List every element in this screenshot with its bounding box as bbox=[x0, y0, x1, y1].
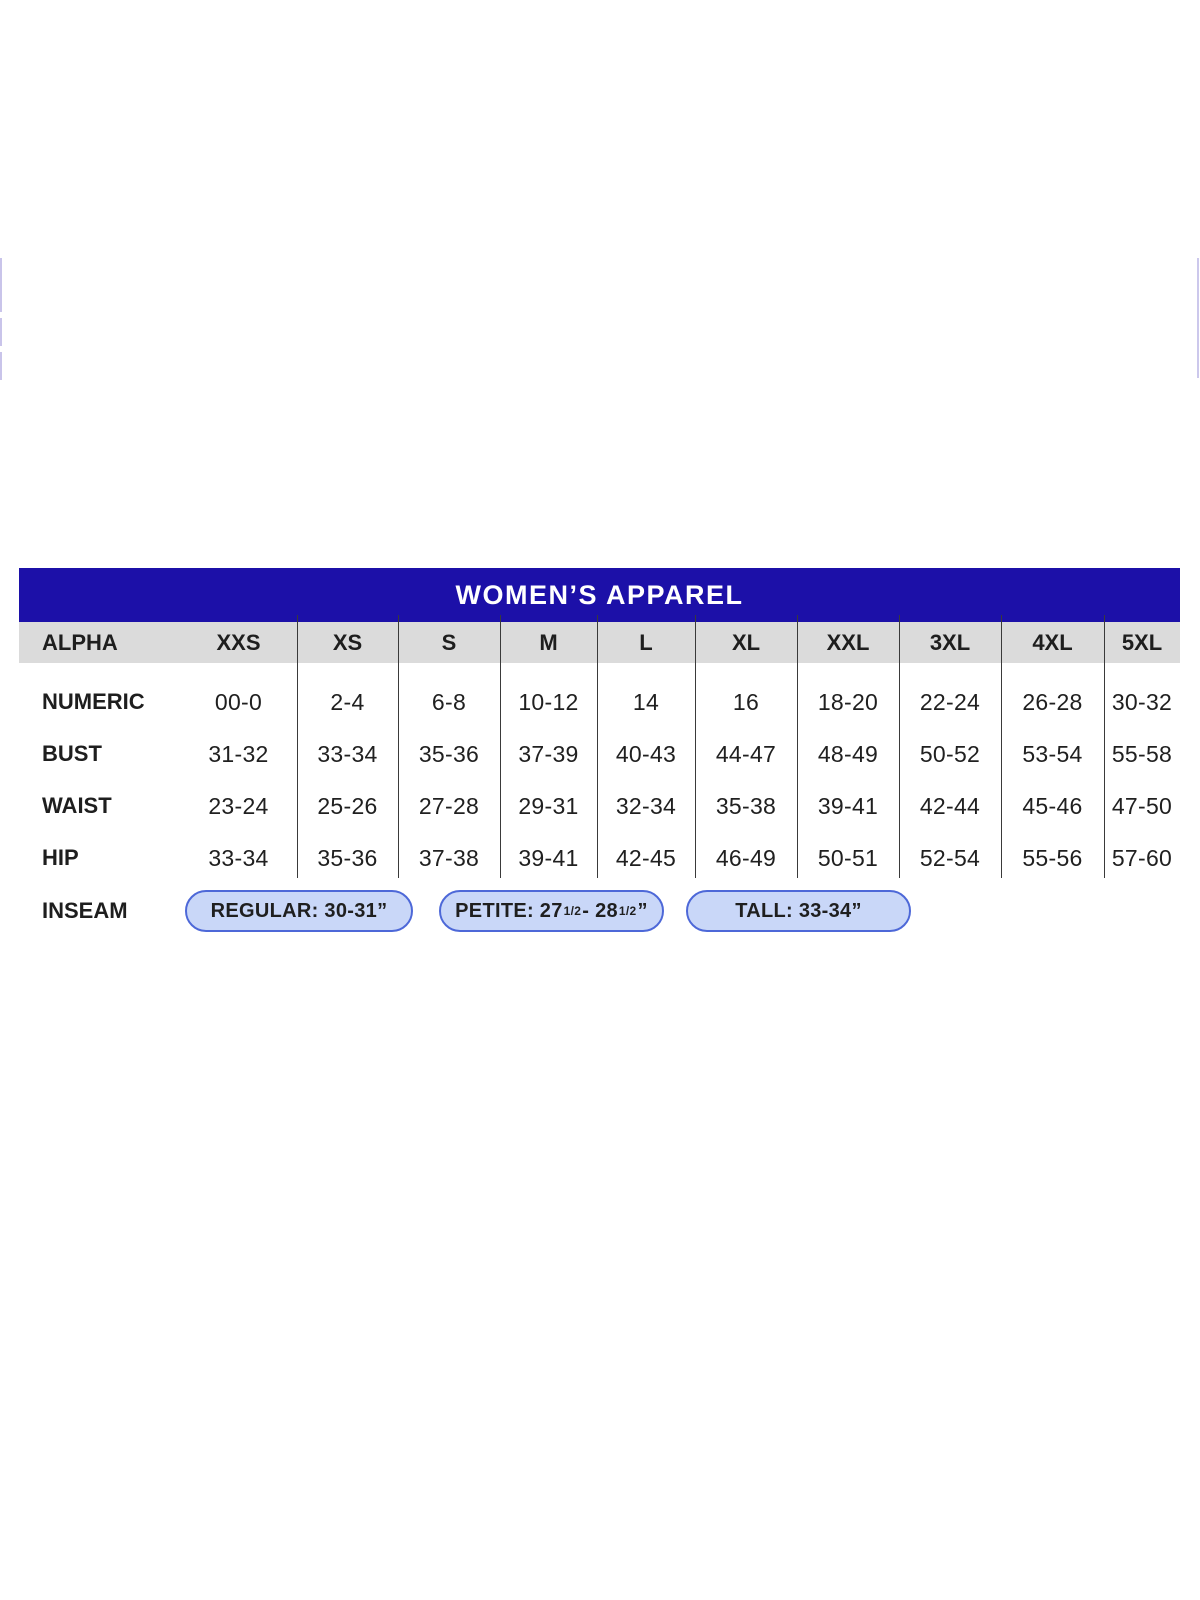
table-row-bust: BUST 31-32 33-34 35-36 37-39 40-43 44-47 48-49 5… bbox=[19, 728, 1180, 780]
cell-numeric-xxl: 18-20 bbox=[817, 688, 879, 715]
column-divider bbox=[297, 615, 298, 878]
row-label-hip: HIP bbox=[42, 845, 79, 870]
cell-waist-xs: 25-26 bbox=[317, 792, 378, 819]
inseam-pill: PETITE: 27 1/2 - 28 1/2” bbox=[439, 890, 664, 932]
cell-hip-xs: 35-36 bbox=[317, 844, 378, 871]
row-label-numeric: NUMERIC bbox=[42, 689, 145, 714]
size-header-5xl: 5XL bbox=[1121, 629, 1163, 655]
cell-numeric-4xl: 26-28 bbox=[1022, 688, 1083, 715]
cell-waist-xxl: 39-41 bbox=[817, 792, 879, 819]
cell-numeric-xl: 16 bbox=[732, 688, 760, 715]
size-header-row: ALPHA XXS XS S M L XL XXL 3XL 4XL 5XL bbox=[19, 622, 1180, 663]
header-label-alpha: ALPHA bbox=[42, 629, 118, 655]
cell-waist-xxs: 23-24 bbox=[208, 792, 269, 819]
cell-hip-3xl: 52-54 bbox=[919, 844, 981, 871]
cell-hip-l: 42-45 bbox=[615, 844, 677, 871]
table-row-waist: WAIST 23-24 25-26 27-28 29-31 32-34 35-38 39-41… bbox=[19, 780, 1180, 832]
cell-waist-xl: 35-38 bbox=[715, 792, 777, 819]
cell-hip-4xl: 55-56 bbox=[1022, 844, 1083, 871]
cell-waist-4xl: 45-46 bbox=[1022, 792, 1083, 819]
cell-hip-xl: 46-49 bbox=[715, 844, 777, 871]
cell-waist-3xl: 42-44 bbox=[919, 792, 981, 819]
size-header-xxs: XXS bbox=[216, 629, 261, 655]
table-title-bar: WOMEN’S APPAREL bbox=[19, 568, 1180, 622]
table-title: WOMEN’S APPAREL bbox=[455, 579, 744, 610]
row-label-inseam: INSEAM bbox=[42, 898, 128, 923]
inseam-row: INSEAM REGULAR: 30-31” PETITE: 27 1/2 - 2… bbox=[19, 888, 1180, 934]
column-divider bbox=[695, 615, 696, 878]
column-divider bbox=[398, 615, 399, 878]
left-edge-artifact bbox=[0, 318, 2, 346]
cell-bust-4xl: 53-54 bbox=[1022, 740, 1083, 767]
cell-bust-s: 35-36 bbox=[418, 740, 480, 767]
cell-numeric-m: 10-12 bbox=[518, 688, 579, 715]
column-divider bbox=[1001, 615, 1002, 878]
size-header-s: S bbox=[441, 629, 457, 655]
cell-waist-s: 27-28 bbox=[418, 792, 480, 819]
cell-bust-xxs: 31-32 bbox=[208, 740, 269, 767]
right-edge-artifact bbox=[1197, 258, 1199, 378]
size-header-xl: XL bbox=[731, 629, 761, 655]
cell-bust-xxl: 48-49 bbox=[817, 740, 879, 767]
inseam-pill: REGULAR: 30-31” bbox=[185, 890, 413, 932]
cell-waist-m: 29-31 bbox=[518, 792, 579, 819]
cell-waist-5xl: 47-50 bbox=[1111, 792, 1173, 819]
cell-bust-xl: 44-47 bbox=[715, 740, 777, 767]
size-header-m: M bbox=[539, 629, 558, 655]
cell-hip-m: 39-41 bbox=[518, 844, 579, 871]
size-header-3xl: 3XL bbox=[929, 629, 971, 655]
cell-numeric-5xl: 30-32 bbox=[1111, 688, 1173, 715]
cell-bust-l: 40-43 bbox=[615, 740, 677, 767]
cell-bust-5xl: 55-58 bbox=[1111, 740, 1173, 767]
inseam-pill: TALL: 33-34” bbox=[686, 890, 911, 932]
cell-bust-xs: 33-34 bbox=[317, 740, 378, 767]
cell-bust-3xl: 50-52 bbox=[919, 740, 981, 767]
cell-hip-5xl: 57-60 bbox=[1111, 844, 1173, 871]
cell-numeric-xs: 2-4 bbox=[330, 688, 365, 715]
row-label-waist: WAIST bbox=[42, 793, 112, 818]
cell-bust-m: 37-39 bbox=[518, 740, 579, 767]
cell-numeric-3xl: 22-24 bbox=[919, 688, 981, 715]
cell-waist-l: 32-34 bbox=[615, 792, 677, 819]
column-divider bbox=[500, 615, 501, 878]
size-header-l: L bbox=[639, 629, 653, 655]
column-divider bbox=[797, 615, 798, 878]
size-header-xxl: XXL bbox=[826, 629, 870, 655]
table-row-numeric: NUMERIC 00-0 2-4 6-8 10-12 14 16 18-20 22-24 26-2… bbox=[19, 676, 1180, 728]
cell-numeric-xxs: 00-0 bbox=[214, 688, 263, 715]
row-label-bust: BUST bbox=[42, 741, 102, 766]
table-row-hip: HIP 33-34 35-36 37-38 39-41 42-45 46-49 50-51 52… bbox=[19, 832, 1180, 884]
size-header-4xl: 4XL bbox=[1032, 629, 1073, 655]
left-edge-artifact bbox=[0, 258, 2, 312]
cell-numeric-l: 14 bbox=[632, 688, 660, 715]
size-header-xs: XS bbox=[332, 629, 363, 655]
cell-hip-s: 37-38 bbox=[418, 844, 480, 871]
cell-numeric-s: 6-8 bbox=[431, 688, 467, 715]
column-divider bbox=[899, 615, 900, 878]
column-divider bbox=[1104, 615, 1105, 878]
cell-hip-xxs: 33-34 bbox=[208, 844, 269, 871]
column-divider bbox=[597, 615, 598, 878]
cell-hip-xxl: 50-51 bbox=[817, 844, 879, 871]
left-edge-artifact bbox=[0, 352, 2, 380]
